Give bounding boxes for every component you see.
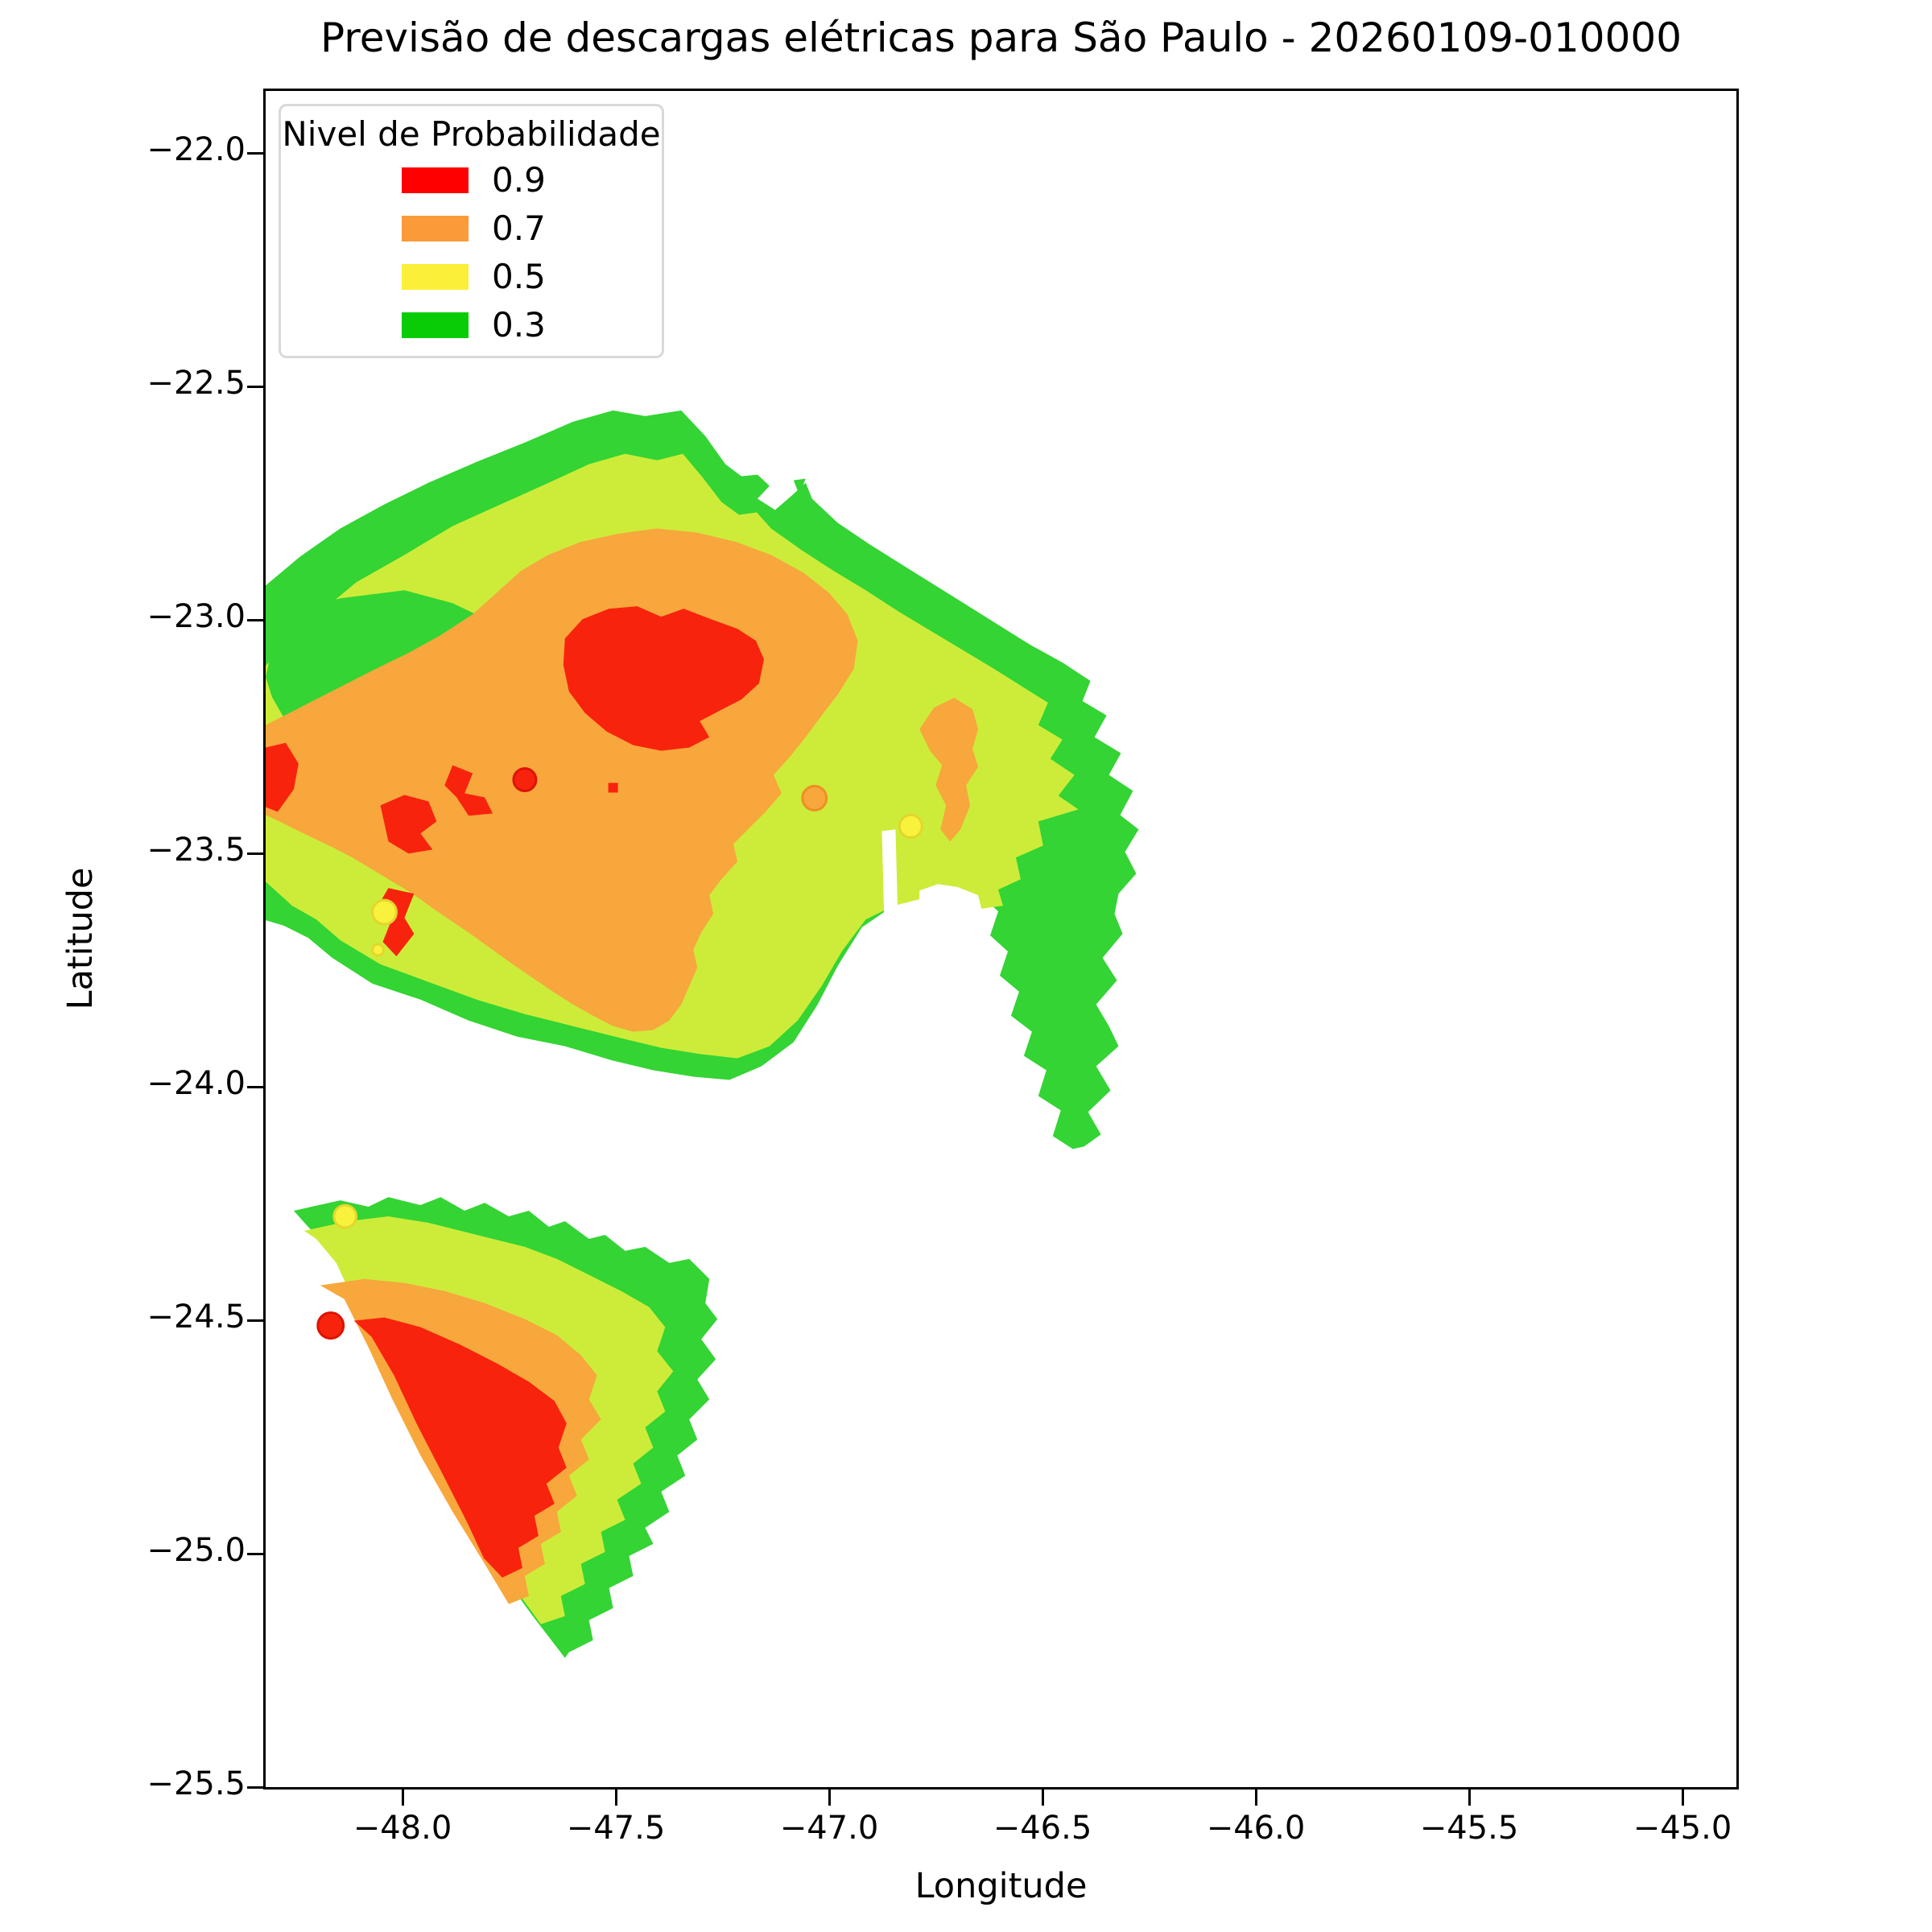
y-tick-mark xyxy=(247,619,263,621)
x-tick-mark xyxy=(1682,1790,1684,1806)
x-tick-label: −47.5 xyxy=(566,1810,666,1847)
point-p90-red-1 xyxy=(512,767,538,793)
tiny-green-triangle-p30 xyxy=(793,478,806,495)
legend-label-0.9: 0.9 xyxy=(492,160,546,200)
y-tick-label: −25.0 xyxy=(147,1532,246,1569)
y-tick-label: −22.5 xyxy=(147,365,246,402)
x-tick-label: −46.0 xyxy=(1206,1810,1306,1847)
x-tick-mark xyxy=(402,1790,404,1806)
x-tick-mark xyxy=(1468,1790,1471,1806)
legend-swatch-0.3 xyxy=(402,312,469,338)
y-tick-mark xyxy=(247,386,263,388)
legend-label-0.5: 0.5 xyxy=(492,257,546,296)
west-edge-red-p90 xyxy=(266,742,299,812)
legend-label-0.3: 0.3 xyxy=(492,305,546,345)
x-axis-label: Longitude xyxy=(914,1866,1088,1906)
y-tick-label: −23.0 xyxy=(147,598,246,635)
y-tick-mark xyxy=(247,852,263,855)
legend-swatch-0.5 xyxy=(402,264,469,290)
legend-swatch-0.7 xyxy=(402,216,469,242)
x-tick-mark xyxy=(615,1790,617,1806)
x-tick-mark xyxy=(828,1790,831,1806)
y-tick-label: −24.5 xyxy=(147,1298,246,1335)
point-p50-yellow-1 xyxy=(371,898,398,926)
y-tick-mark xyxy=(247,1086,263,1088)
plot-area xyxy=(263,89,1739,1790)
y-tick-label: −22.0 xyxy=(147,131,246,168)
point-p50-yellow-2 xyxy=(371,943,386,957)
x-tick-label: −46.5 xyxy=(993,1810,1092,1847)
white-gap-cutout xyxy=(918,884,985,960)
y-tick-mark xyxy=(247,1319,263,1322)
y-tick-mark xyxy=(247,1786,263,1789)
y-tick-label: −25.5 xyxy=(147,1765,246,1802)
north-red-fragment-b-p90 xyxy=(444,765,493,816)
legend-swatch-0.9 xyxy=(402,167,469,193)
chart-title: Previsão de descargas elétricas para São… xyxy=(320,14,1682,61)
point-p50-yellow-3 xyxy=(898,813,923,839)
north-red-fragment-a-p90 xyxy=(380,795,437,854)
y-tick-label: −23.5 xyxy=(147,832,246,869)
x-tick-mark xyxy=(1042,1790,1044,1806)
point-p50-yellow-4 xyxy=(332,1203,358,1229)
legend-label-0.7: 0.7 xyxy=(492,208,546,248)
x-tick-mark xyxy=(1255,1790,1257,1806)
y-tick-label: −24.0 xyxy=(147,1065,246,1102)
south-blob-p90-red xyxy=(353,1317,567,1578)
x-tick-label: −48.0 xyxy=(353,1810,452,1847)
legend-title: Nivel de Probabilidade xyxy=(282,114,661,154)
point-p90-red-2 xyxy=(316,1311,345,1340)
contour-map xyxy=(266,410,1139,1658)
x-tick-label: −45.5 xyxy=(1419,1810,1519,1847)
north-red-speck-p90 xyxy=(608,782,618,793)
white-slot-cutout xyxy=(881,829,898,923)
x-tick-label: −45.0 xyxy=(1633,1810,1732,1847)
x-tick-label: −47.0 xyxy=(779,1810,879,1847)
legend: Nivel de Probabilidade 0.9 0.7 0.5 0.3 xyxy=(279,104,664,358)
north-red-core-p90 xyxy=(563,606,764,751)
point-p70-orange-1 xyxy=(801,785,828,811)
east-orange-patch-p70 xyxy=(919,697,979,842)
y-tick-mark xyxy=(247,1553,263,1555)
y-tick-mark xyxy=(247,152,263,155)
